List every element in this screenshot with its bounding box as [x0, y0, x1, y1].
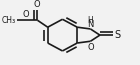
Text: H: H — [88, 16, 93, 25]
Text: CH₃: CH₃ — [1, 16, 16, 25]
Text: O: O — [23, 10, 29, 19]
Text: O: O — [34, 0, 41, 9]
Text: N: N — [87, 20, 94, 29]
Text: O: O — [87, 43, 94, 52]
Text: S: S — [115, 30, 121, 40]
